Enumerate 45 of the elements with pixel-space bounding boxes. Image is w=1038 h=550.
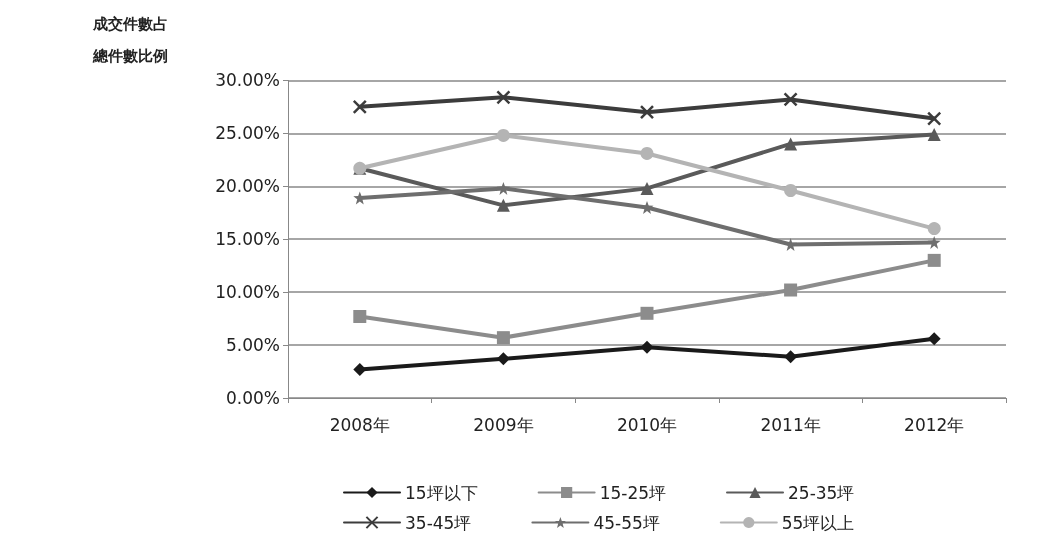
point (496, 352, 510, 366)
x-tick-label: 2010年 (616, 414, 678, 435)
point (927, 253, 941, 267)
legend-label: 35-45坪 (405, 512, 472, 533)
point (640, 306, 654, 320)
y-tick-label: 20.00% (215, 176, 280, 197)
point (496, 198, 510, 212)
x-tick-label: 2008年 (329, 414, 390, 435)
y-tick-label: 10.00% (215, 282, 280, 303)
y-tick-label: 0.00% (225, 388, 280, 408)
x-tick-label: 2012年 (904, 414, 965, 435)
point (640, 146, 654, 160)
point (927, 235, 941, 249)
y-tick-label: 15.00% (215, 229, 280, 250)
x-tick-label: 2011年 (760, 414, 821, 435)
point (353, 309, 367, 323)
y-tick-label: 25.00% (215, 123, 280, 144)
point (640, 340, 654, 354)
point (784, 237, 798, 251)
point (496, 128, 510, 142)
y-axis-title: 成交件數占總件數比例 (92, 15, 168, 65)
point (352, 99, 368, 115)
point (639, 104, 655, 120)
point (784, 283, 798, 297)
point (927, 332, 941, 346)
legend-label: 55坪以上 (781, 512, 855, 533)
point (927, 127, 941, 141)
point (927, 222, 941, 236)
x-tick-label: 2009年 (473, 414, 534, 435)
legend-label: 25-35坪 (788, 482, 855, 503)
y-tick-label: 30.00% (215, 70, 280, 91)
legend-label: 15坪以下 (405, 482, 478, 503)
point (353, 362, 367, 376)
point (783, 92, 798, 107)
legend-label: 45-55坪 (593, 512, 660, 533)
point (784, 350, 798, 364)
point (784, 137, 798, 151)
legend-label: 15-25坪 (599, 482, 667, 503)
point (784, 184, 798, 197)
point (496, 181, 510, 195)
point (496, 90, 511, 105)
point (640, 181, 654, 195)
y-tick-label: 5.00% (225, 335, 280, 356)
point (926, 111, 942, 126)
point (496, 331, 510, 345)
